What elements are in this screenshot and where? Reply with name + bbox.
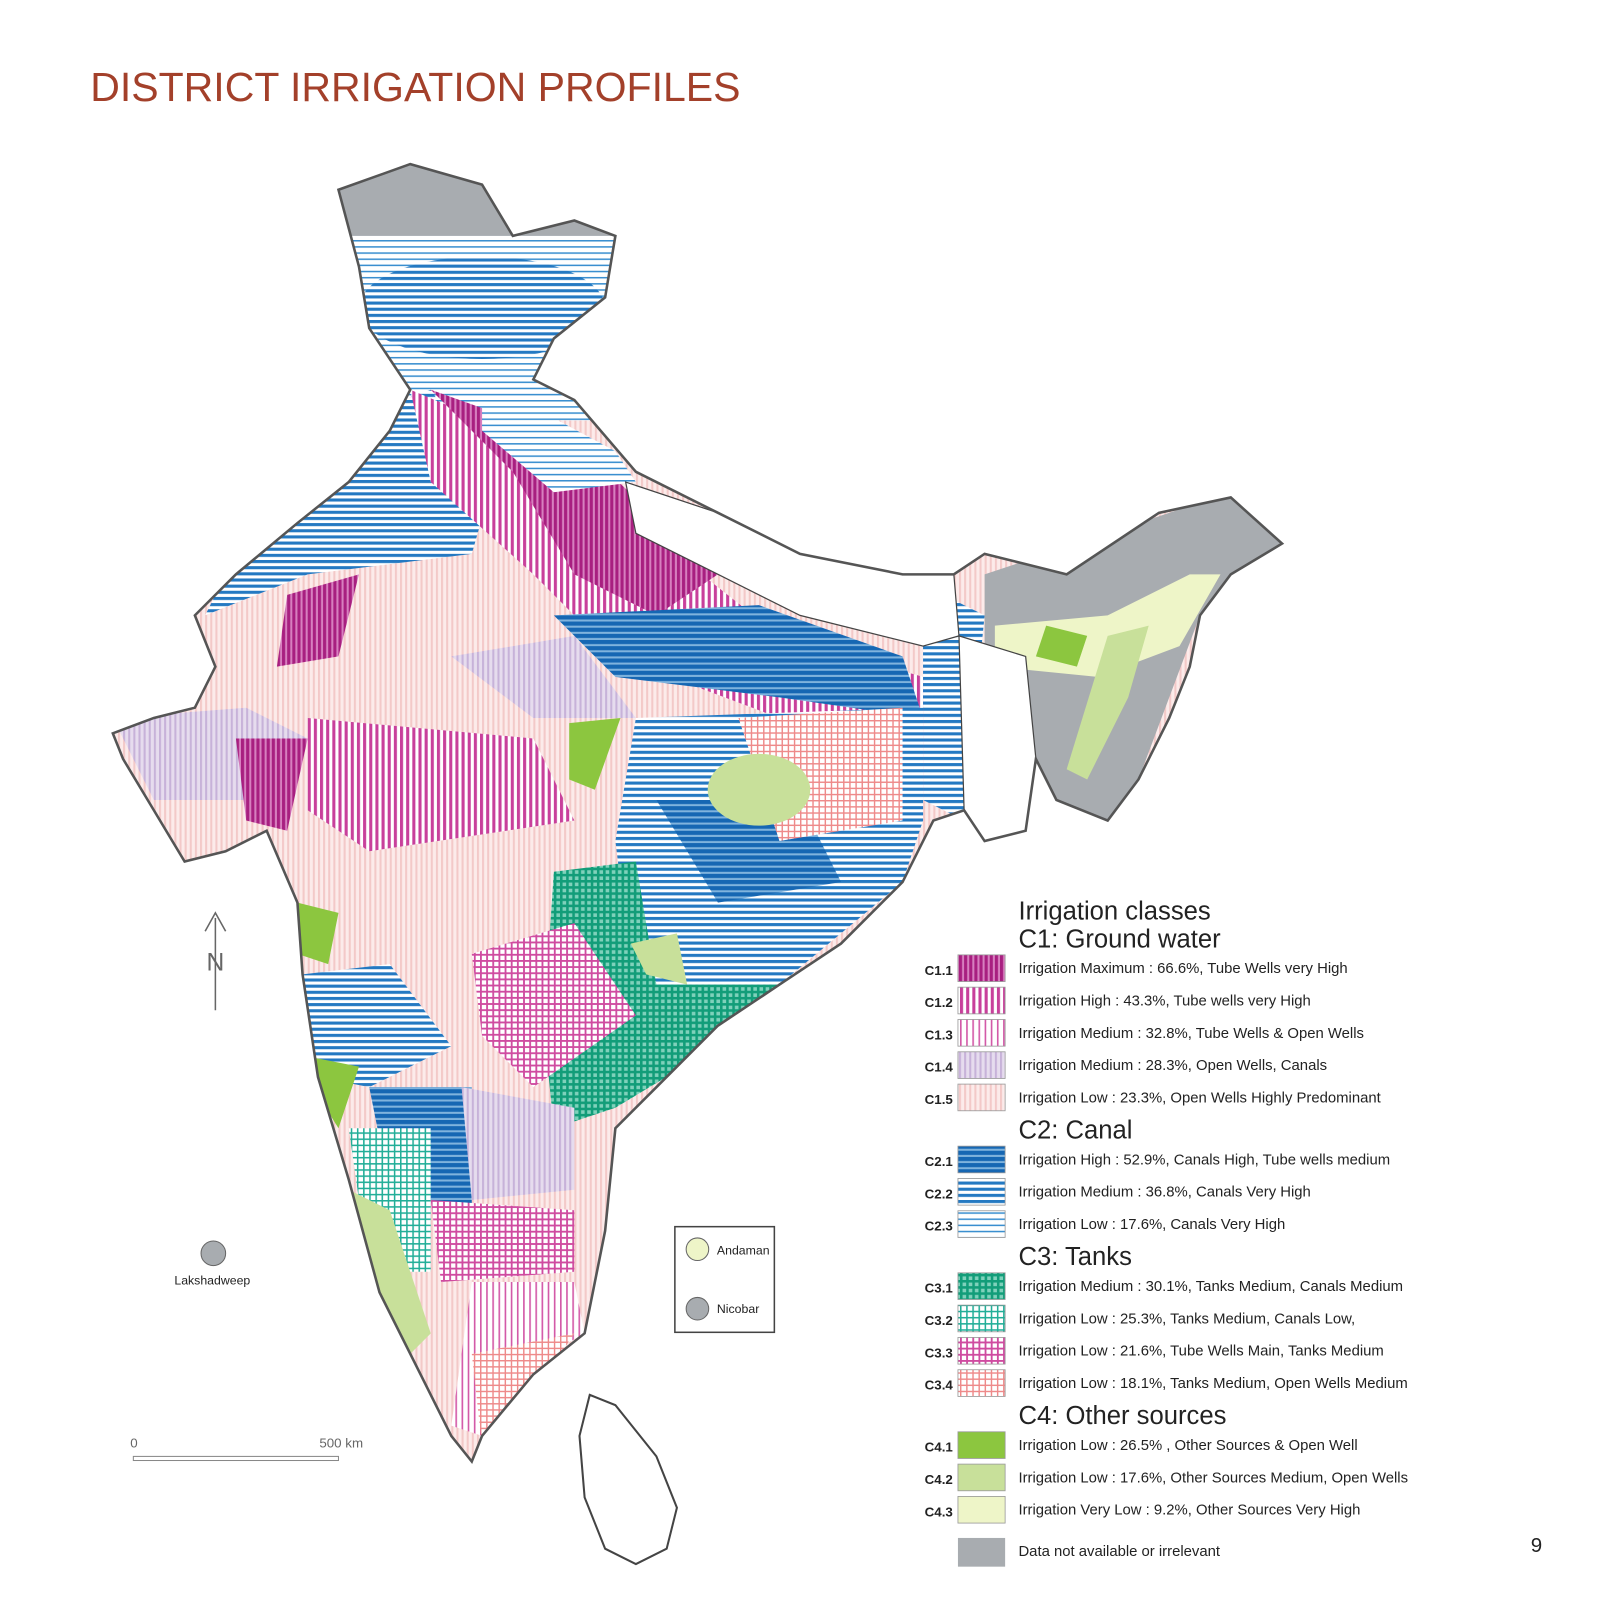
scale-start: 0 (130, 1436, 137, 1451)
legend-swatch (957, 1019, 1006, 1047)
compass: N (204, 911, 227, 1011)
legend-label: Irrigation Maximum : 66.6%, Tube Wells v… (1018, 961, 1347, 977)
legend-code: C1.5 (925, 1092, 954, 1107)
legend-swatch (957, 1051, 1006, 1079)
sri-lanka (578, 1393, 678, 1566)
legend-swatch (957, 1431, 1006, 1459)
legend-label: Irrigation Very Low : 9.2%, Other Source… (1018, 1503, 1360, 1519)
legend-code: C4.3 (925, 1504, 953, 1519)
legend-code: C2.2 (925, 1186, 953, 1201)
legend-swatch (957, 1210, 1006, 1238)
legend-code: C3.3 (925, 1345, 953, 1360)
legend-code: C1.3 (925, 1027, 953, 1042)
legend-group-title: C3: Tanks (1018, 1243, 1131, 1271)
lakshadweep-label: Lakshadweep (174, 1273, 250, 1287)
legend-label: Irrigation Low : 17.6%, Other Sources Me… (1018, 1470, 1408, 1486)
legend-label: Irrigation Low : 21.6%, Tube Wells Main,… (1018, 1344, 1383, 1360)
lakshadweep-marker (200, 1240, 227, 1267)
legend-label: Irrigation Medium : 36.8%, Canals Very H… (1018, 1185, 1310, 1201)
legend-code: C1.1 (925, 963, 954, 978)
legend-swatch (957, 1145, 1006, 1174)
legend-code: C1.2 (925, 995, 953, 1010)
legend-label: Irrigation High : 43.3%, Tube wells very… (1018, 993, 1310, 1009)
scale-bar: 0 500 km (130, 1436, 363, 1462)
legend-code: C3.1 (925, 1281, 954, 1296)
compass-label: N (206, 950, 224, 977)
legend-label: Irrigation Low : 25.3%, Tanks Medium, Ca… (1018, 1311, 1355, 1327)
legend-group-title: C4: Other sources (1018, 1402, 1226, 1430)
legend-swatch (957, 1083, 1006, 1112)
legend-label: Irrigation High : 52.9%, Canals High, Tu… (1018, 1152, 1390, 1168)
legend-swatch (957, 1369, 1006, 1397)
legend-label: Irrigation Medium : 28.3%, Open Wells, C… (1018, 1058, 1327, 1074)
nicobar-label: Nicobar (717, 1302, 759, 1316)
legend-swatch (957, 1463, 1006, 1492)
legend-swatch (957, 1537, 1006, 1567)
legend-label: Irrigation Low : 26.5% , Other Sources &… (1018, 1438, 1357, 1454)
legend-code: C1.4 (925, 1060, 954, 1075)
legend-label: Irrigation Low : 18.1%, Tanks Medium, Op… (1018, 1376, 1407, 1392)
legend-code: C3.2 (925, 1313, 953, 1328)
legend-code: C2.3 (925, 1219, 953, 1234)
legend-label: Irrigation Medium : 30.1%, Tanks Medium,… (1018, 1279, 1403, 1295)
legend-code: C3.4 (925, 1378, 954, 1393)
legend-swatch (957, 1495, 1006, 1524)
legend-group-title: C2: Canal (1018, 1117, 1132, 1145)
scale-end: 500 km (319, 1436, 363, 1451)
legend-label: Irrigation Low : 17.6%, Canals Very High (1018, 1217, 1285, 1233)
legend-swatch (957, 986, 1006, 1015)
legend-swatch (957, 954, 1006, 982)
legend-swatch (957, 1272, 1006, 1300)
title: DISTRICT IRRIGATION PROFILES (90, 64, 740, 110)
inset-box: Andaman Nicobar (674, 1225, 776, 1334)
legend-title: Irrigation classes (1018, 898, 1210, 926)
andaman-label: Andaman (717, 1244, 770, 1258)
legend-label: Irrigation Medium : 32.8%, Tube Wells & … (1018, 1026, 1363, 1042)
legend-swatch (957, 1337, 1006, 1365)
legend-label: Irrigation Low : 23.3%, Open Wells Highl… (1018, 1090, 1381, 1106)
legend-code: C4.2 (925, 1472, 953, 1487)
legend: Irrigation classes C1: Ground water C1.1 I… (925, 898, 1408, 1567)
legend-label: Data not available or irrelevant (1018, 1544, 1220, 1560)
legend-group-title: C1: Ground water (1018, 925, 1221, 953)
legend-code: C4.1 (925, 1440, 954, 1455)
legend-swatch (957, 1178, 1006, 1206)
legend-code: C2.1 (925, 1154, 954, 1169)
page-number: 9 (1531, 1534, 1542, 1557)
legend-swatch (957, 1304, 1006, 1333)
